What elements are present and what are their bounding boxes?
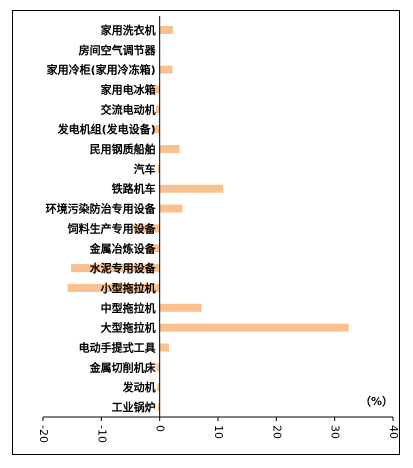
x-tick-label: -10	[95, 425, 108, 443]
category-label: 水泥专用设备	[90, 261, 157, 275]
bar	[159, 204, 183, 213]
category-label: 饲料生产专用设备	[67, 221, 157, 235]
category-label: 金属切削机床	[89, 360, 157, 374]
category-label: 环境污染防治专用设备	[46, 202, 157, 216]
bar	[159, 25, 174, 34]
bar	[157, 383, 160, 392]
bar	[159, 65, 173, 74]
category-label: 铁路机车	[112, 182, 156, 196]
category-label: 发动机	[122, 380, 156, 394]
category-label: 交流电动机	[101, 102, 156, 116]
category-label: 房间空气调节器	[79, 43, 157, 57]
bar	[71, 264, 160, 273]
bar	[159, 145, 180, 154]
x-tick-label: 30	[329, 425, 342, 439]
category-label: 家用洗衣机	[101, 23, 156, 37]
category-label: 发电机组(发电设备)	[57, 122, 156, 136]
category-label: 家用电冰箱	[101, 82, 156, 96]
bar	[159, 303, 202, 312]
x-tick-label: 40	[387, 425, 400, 439]
category-label: 大型拖拉机	[101, 321, 156, 335]
bar	[159, 323, 349, 332]
bar	[157, 403, 160, 412]
category-label: 工业锅炉	[112, 400, 156, 414]
x-tick-label: 0	[154, 425, 167, 432]
category-label: 中型拖拉机	[101, 301, 156, 315]
x-tick-label: 20	[270, 425, 283, 439]
category-label: 家用冷柜(家用冷冻箱)	[47, 63, 156, 77]
bar	[67, 283, 160, 292]
bar	[155, 85, 160, 94]
x-axis: -20 -10 0 10 20 30 40	[37, 16, 400, 443]
bar	[152, 125, 160, 134]
unit-label: （%）	[360, 395, 393, 408]
category-label: 汽车	[134, 162, 156, 176]
category-label: 民用钢质船舶	[90, 142, 156, 156]
bar	[146, 244, 160, 253]
category-label: 金属冶炼设备	[89, 241, 157, 255]
bar	[133, 224, 160, 233]
category-label: 电动手提式工具	[79, 341, 156, 355]
bar	[159, 343, 169, 352]
bar	[156, 363, 160, 372]
x-tick-label: 10	[212, 425, 225, 439]
bar	[157, 164, 160, 173]
x-tick-label: -20	[37, 425, 50, 443]
bars-group	[67, 25, 349, 412]
chart-frame	[12, 10, 400, 455]
bar	[156, 105, 160, 114]
bar	[159, 184, 224, 193]
category-label: 小型拖拉机	[100, 281, 156, 295]
